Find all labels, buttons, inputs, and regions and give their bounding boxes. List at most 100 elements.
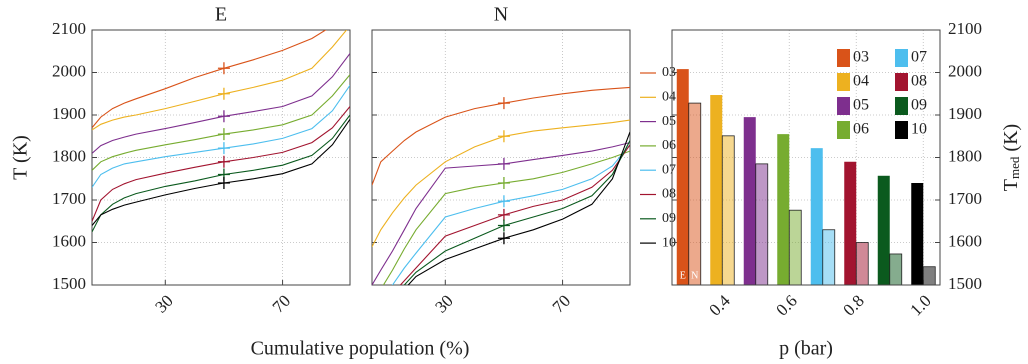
median-marker — [217, 110, 230, 123]
median-marker — [497, 177, 510, 189]
y-tick-label: 1800 — [52, 146, 86, 165]
y2-tick-label: 1900 — [948, 104, 982, 123]
median-marker — [497, 208, 510, 221]
legend-swatch — [837, 121, 850, 139]
legend-label: 08 — [662, 187, 676, 202]
x-axis-label: p (bar) — [779, 338, 833, 360]
legend-swatch — [895, 73, 908, 91]
line — [372, 86, 630, 186]
x-tick-label: 70 — [269, 291, 294, 316]
y2-axis-label-part: (K) — [1000, 124, 1022, 157]
bar — [721, 135, 735, 286]
median-marker — [217, 128, 230, 141]
median-marker — [497, 219, 510, 232]
panel-title: N — [494, 4, 508, 26]
bar — [889, 253, 903, 286]
plot-frame — [371, 29, 631, 286]
y-tick-label: 1500 — [52, 274, 86, 293]
plot-frame — [91, 29, 351, 286]
bar — [855, 242, 869, 286]
legend-label: 05 — [853, 97, 869, 114]
y2-tick-label: 1800 — [948, 146, 982, 165]
series-group — [372, 86, 630, 285]
legend-swatch — [837, 97, 850, 115]
median-marker — [497, 232, 510, 245]
legend-swatch — [895, 97, 908, 115]
line — [92, 84, 350, 188]
line — [92, 106, 350, 222]
legend-label: 06 — [662, 138, 676, 153]
plot-frame — [671, 29, 941, 286]
y-tick-label: 1700 — [52, 189, 86, 208]
y-tick-label: 1900 — [52, 104, 86, 123]
legend-label: 06 — [853, 121, 869, 138]
line — [92, 30, 327, 129]
y-axis-label: T (K) — [10, 135, 32, 180]
legend-label: 09 — [662, 211, 676, 226]
median-marker — [497, 97, 510, 110]
y2-tick-label: 2000 — [948, 61, 982, 80]
x-tick-label: 30 — [151, 291, 176, 316]
x-tick-label: 30 — [431, 291, 456, 316]
x-tick-label: 1.0 — [906, 291, 934, 319]
bar — [755, 163, 769, 286]
line — [372, 142, 630, 285]
bar — [922, 266, 936, 286]
legend-label: 08 — [911, 73, 927, 90]
series-label: N — [691, 270, 698, 281]
y-tick-label: 2100 — [52, 19, 86, 38]
legend-label: 04 — [853, 73, 869, 90]
bar — [777, 134, 790, 285]
bar — [676, 69, 689, 285]
y2-tick-label: 1700 — [948, 189, 982, 208]
legend-label: 04 — [662, 90, 676, 105]
legend-label: 10 — [911, 121, 927, 138]
bar — [743, 117, 756, 285]
legend-label: 05 — [662, 114, 676, 129]
legend-swatch — [895, 121, 908, 139]
legend-label: 03 — [853, 49, 869, 66]
median-marker — [497, 195, 510, 208]
y2-tick-label: 1500 — [948, 274, 982, 293]
y2-tick-label: 2100 — [948, 19, 982, 38]
line — [382, 150, 630, 285]
y2-axis-label-part: T — [1000, 179, 1022, 191]
median-marker — [217, 155, 230, 168]
panel-title: E — [215, 4, 227, 26]
line — [372, 119, 630, 248]
median-marker — [217, 87, 230, 100]
median-marker — [217, 62, 230, 75]
bar — [810, 148, 823, 285]
bar — [844, 161, 857, 285]
bar — [822, 229, 836, 286]
line — [92, 74, 350, 171]
bar — [911, 183, 924, 285]
median-marker — [217, 142, 230, 155]
y2-tick-label: 1600 — [948, 231, 982, 250]
x-tick-label: 0.8 — [839, 291, 867, 319]
series-group — [92, 30, 350, 233]
x-tick-label: 70 — [549, 291, 574, 316]
line — [403, 140, 630, 285]
legend-swatch — [837, 49, 850, 67]
legend-label: 07 — [911, 49, 927, 66]
series-label: E — [680, 270, 686, 281]
x-axis-label: Cumulative population (%) — [251, 338, 470, 360]
bar — [688, 102, 702, 286]
line — [92, 118, 350, 226]
y2-axis-label-part: med — [1007, 156, 1022, 179]
line — [407, 131, 630, 285]
bar — [710, 95, 723, 286]
median-marker — [217, 177, 230, 189]
line — [399, 144, 630, 285]
x-tick-label: 0.4 — [705, 291, 734, 320]
legend-label: 07 — [662, 162, 676, 177]
line — [92, 53, 350, 154]
bar — [877, 175, 890, 285]
y-tick-label: 1600 — [52, 231, 86, 250]
line — [92, 30, 348, 131]
legend-swatch — [895, 49, 908, 67]
median-marker — [497, 157, 510, 170]
bar — [788, 209, 802, 286]
